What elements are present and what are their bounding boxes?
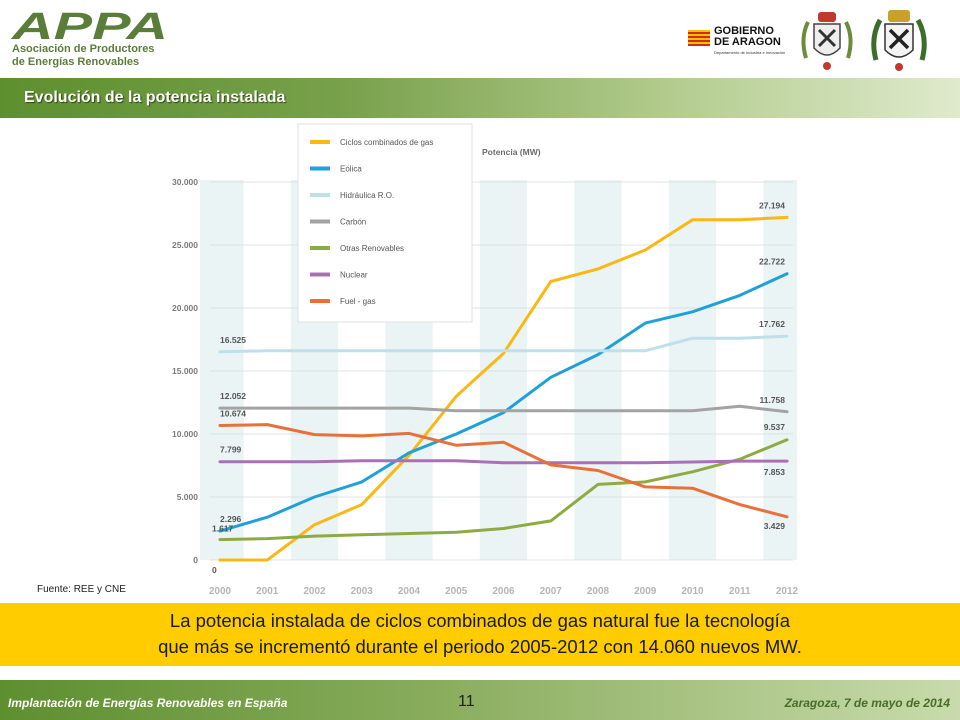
x-axis-ticks: 2000 2001 2002 2003 2004 2005 2006 2007 2008 2009… <box>209 586 799 597</box>
data-label: 9.537 <box>764 422 786 432</box>
y-tick-label: 5.000 <box>177 492 199 502</box>
x-tick-label: 2008 <box>587 586 610 597</box>
series-line-4 <box>218 438 789 542</box>
x-tick-label: 2006 <box>492 586 515 597</box>
series-line-3 <box>218 404 789 414</box>
conclusion-line1: La potencia instalada de ciclos combinad… <box>169 610 791 631</box>
legend-label: Eólica <box>340 165 362 174</box>
y-axis-label: Potencia (MW) <box>482 147 541 157</box>
year-band <box>200 180 244 560</box>
section-title-band <box>0 78 960 118</box>
x-tick-label: 2000 <box>209 586 232 597</box>
source-note: Fuente: REE y CNE <box>37 584 126 595</box>
y-tick-label: 0 <box>193 555 198 565</box>
legend-label: Hidráulica R.O. <box>340 191 394 200</box>
legend-label: Carbón <box>340 218 366 227</box>
x-tick-label: 2005 <box>445 586 468 597</box>
legend-label: Fuel - gas <box>340 297 376 306</box>
gov-line2: DE ARAGON <box>714 36 781 48</box>
conclusion-line2: que más se incrementó durante el periodo… <box>158 636 802 657</box>
gov-line3: Departamento de Industria e Innovación <box>714 50 786 55</box>
series-line-5 <box>218 459 789 465</box>
gobierno-aragon-logo: GOBIERNO DE ARAGON Departamento de Indus… <box>688 26 788 66</box>
data-label: 7.853 <box>764 467 786 477</box>
chart-legend: Ciclos combinados de gas Eólica Hidráulica… <box>297 123 473 323</box>
legend-label: Ciclos combinados de gas <box>340 138 433 147</box>
data-label: 1.617 <box>212 524 234 534</box>
y-axis-ticks: 0 5.000 10.000 15.000 20.000 25.000 30.000 <box>172 177 198 565</box>
logo-subtitle-line2: de Energías Renovables <box>12 56 140 68</box>
data-label: 3.429 <box>764 521 786 531</box>
data-label: 27.194 <box>759 200 785 210</box>
year-band <box>574 180 622 560</box>
x-tick-label: 2011 <box>729 586 751 597</box>
series-line-1 <box>218 272 789 533</box>
gov-line1: GOBIERNO <box>714 25 774 37</box>
year-bands <box>200 180 797 560</box>
appa-logo-text: APPA <box>10 8 168 42</box>
x-tick-label: 2001 <box>256 586 279 597</box>
footer-band <box>0 680 960 720</box>
x-tick-label: 2004 <box>398 586 421 597</box>
data-label: 2.296 <box>220 514 242 524</box>
data-label: 16.525 <box>220 335 246 345</box>
data-label: 17.762 <box>759 319 785 329</box>
x-tick-label: 2007 <box>540 586 563 597</box>
header: APPA Asociación de Productores de Energí… <box>0 0 960 76</box>
series-line-0 <box>218 215 789 562</box>
y-tick-label: 15.000 <box>172 366 198 376</box>
appa-logo-mark: APPA <box>10 8 168 42</box>
year-band <box>668 180 717 560</box>
footer-date-location: Zaragoza, 7 de mayo de 2014 <box>784 696 950 710</box>
data-label: 22.722 <box>759 257 785 267</box>
y-tick-label: 10.000 <box>172 429 198 439</box>
conclusion-banner: La potencia instalada de ciclos combinad… <box>0 603 960 666</box>
data-label: 0 <box>212 565 217 575</box>
x-tick-label: 2010 <box>681 586 704 597</box>
appa-logo: APPA Asociación de Productores de Energí… <box>10 8 190 70</box>
y-tick-label: 20.000 <box>172 303 198 313</box>
installed-capacity-line-chart: 0 5.000 10.000 15.000 20.000 25.000 30.000 200… <box>172 123 799 597</box>
data-label: 11.758 <box>759 395 785 405</box>
x-tick-label: 2003 <box>351 586 374 597</box>
x-tick-label: 2009 <box>634 586 657 597</box>
coat-of-arms-icon <box>801 12 853 70</box>
y-tick-label: 25.000 <box>172 240 198 250</box>
logo-subtitle-line1: Asociación de Productores <box>12 43 155 55</box>
x-tick-label: 2002 <box>303 586 326 597</box>
data-label: 7.799 <box>220 445 242 455</box>
data-label: 12.052 <box>220 391 246 401</box>
series-line-6 <box>218 423 789 519</box>
legend-label: Otras Renovables <box>340 244 404 253</box>
legend-label: Nuclear <box>340 271 368 280</box>
series-line-2 <box>218 334 789 354</box>
page-number: 11 <box>458 693 475 710</box>
footer-presentation-title: Implantación de Energías Renovables en E… <box>8 696 288 710</box>
aragon-flag-icon <box>688 30 710 46</box>
series-lines <box>218 215 789 562</box>
y-tick-label: 30.000 <box>172 177 198 187</box>
x-tick-label: 2012 <box>776 586 799 597</box>
data-label: 10.674 <box>220 409 246 419</box>
section-title: Evolución de la potencia instalada <box>24 89 286 106</box>
mining-coat-of-arms-icon <box>871 10 927 71</box>
year-band <box>763 180 797 560</box>
